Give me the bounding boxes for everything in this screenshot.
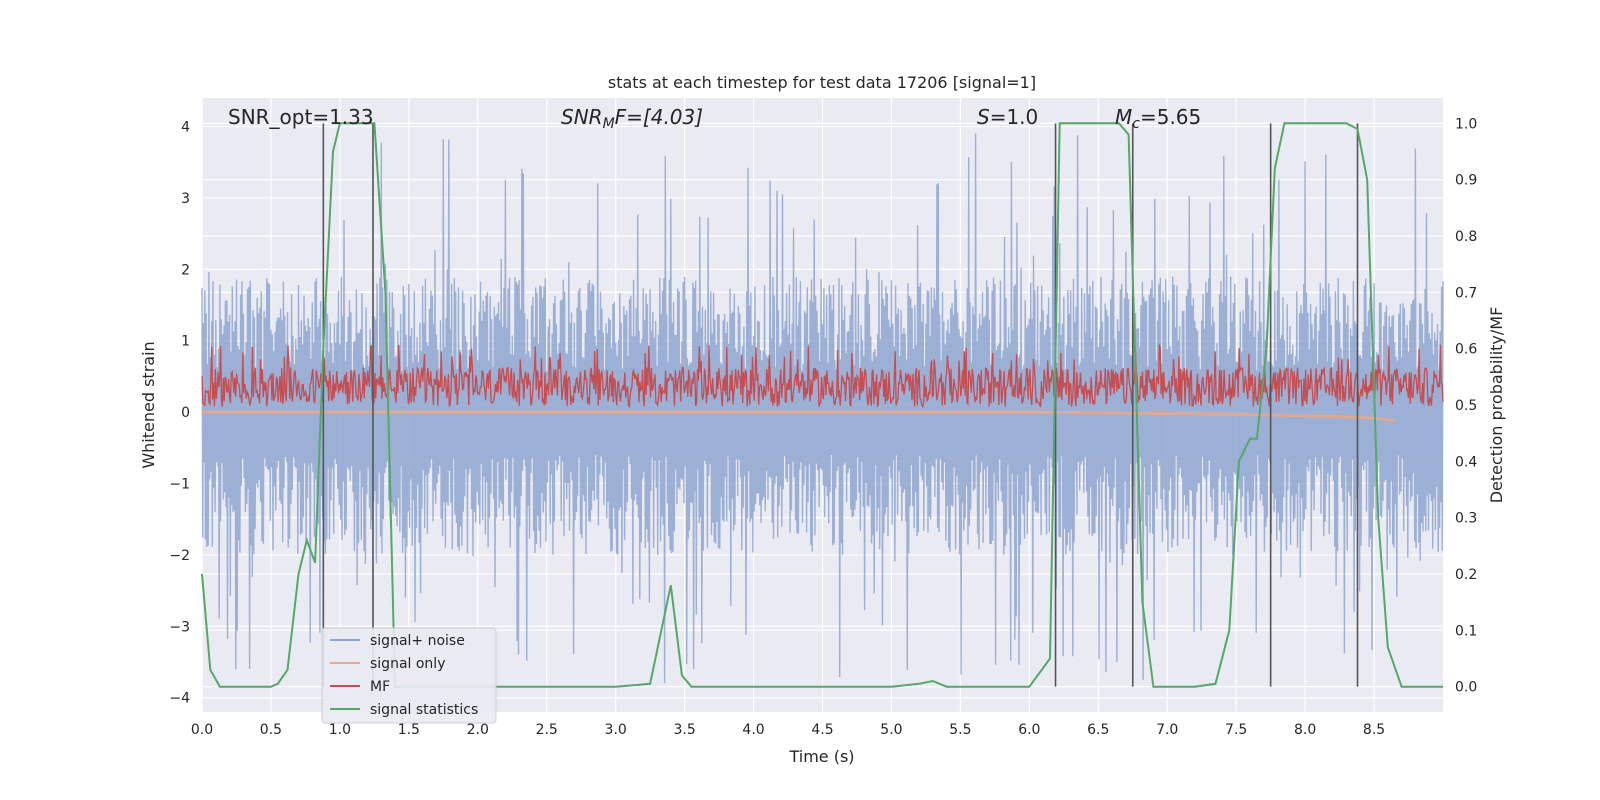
y-right-tick-label: 0.0 — [1455, 680, 1477, 696]
x-tick-label: 2.5 — [536, 722, 558, 738]
y-right-tick-label: 0.1 — [1455, 623, 1477, 639]
annotation-snr-mf: SNRMF=[4.03] — [561, 105, 703, 132]
y-right-tick-label: 1.0 — [1455, 116, 1477, 132]
annotation-s: S=1.0 — [977, 105, 1038, 129]
x-axis-label: Time (s) — [788, 747, 854, 766]
signal-only-series — [202, 410, 1395, 423]
signal-statistics-series — [201, 122, 1443, 688]
annotation-mc-label: M — [1115, 105, 1132, 129]
annotation-s-label: S — [977, 105, 990, 129]
mf-series — [201, 343, 1444, 409]
legend: signal+ noise signal only MF signal stat… — [321, 627, 497, 724]
x-tick-label: 0.5 — [260, 722, 282, 738]
signal-noise-line — [201, 133, 1444, 684]
y-right-tick-label: 0.9 — [1455, 173, 1477, 189]
legend-label-signal-statistics: signal statistics — [370, 702, 478, 718]
y-left-tick-label: 1 — [181, 334, 190, 350]
y-right-tick-label: 0.2 — [1455, 567, 1477, 583]
annotation-snr-opt: SNR_opt=1.33 — [228, 105, 374, 129]
annotation-s-value: =1.0 — [990, 105, 1039, 129]
y-right-tick-label: 0.4 — [1455, 454, 1477, 470]
y-left-tick-label: 3 — [181, 191, 190, 207]
x-tick-label: 7.5 — [1225, 722, 1247, 738]
x-tick-label: 1.0 — [329, 722, 351, 738]
chart-title: stats at each timestep for test data 172… — [608, 73, 1036, 92]
x-tick-label: 1.5 — [398, 722, 420, 738]
x-tick-label: 6.5 — [1087, 722, 1109, 738]
annotation-snr-mf-label: SNR — [561, 105, 603, 129]
annotation-snr-mf-sub: M — [603, 116, 615, 132]
legend-label-signal-only: signal only — [370, 656, 445, 672]
y-left-tick-label: −4 — [169, 691, 190, 707]
x-tick-label: 7.0 — [1156, 722, 1178, 738]
y-left-tick-label: −3 — [169, 619, 190, 635]
y-right-tick-label: 0.8 — [1455, 229, 1477, 245]
signal-only-line — [202, 410, 1395, 423]
mf-line — [201, 343, 1444, 409]
x-tick-label: 8.0 — [1294, 722, 1316, 738]
y-right-tick-label: 0.6 — [1455, 342, 1477, 358]
y-left-tick-label: 2 — [181, 262, 190, 278]
y-left-tick-label: 0 — [181, 405, 190, 421]
annotation-snr-mf-value: F=[4.03] — [615, 105, 703, 129]
legend-label-signal-noise: signal+ noise — [370, 633, 465, 649]
annotation-mc: Mc=5.65 — [1115, 105, 1201, 132]
y-right-tick-label: 0.7 — [1455, 285, 1477, 301]
y-left-tick-label: 4 — [181, 120, 190, 136]
y-right-tick-label: 0.5 — [1455, 398, 1477, 414]
x-tick-label: 6.0 — [1018, 722, 1040, 738]
x-tick-label: 5.5 — [949, 722, 971, 738]
x-tick-label: 4.0 — [742, 722, 764, 738]
x-tick-label: 3.5 — [673, 722, 695, 738]
annotation-mc-sub: c — [1132, 116, 1140, 132]
y-left-tick-label: −1 — [169, 477, 190, 493]
y-axis-left-ticks: 4 3 2 1 0 −1 −2 −3 −4 — [169, 120, 190, 707]
x-tick-label: 3.0 — [605, 722, 627, 738]
y-axis-right-label: Detection probability/MF — [1487, 307, 1506, 504]
signal-noise-series — [201, 133, 1444, 684]
y-axis-right-ticks: 1.0 0.9 0.8 0.7 0.6 0.5 0.4 0.3 0.2 0.1 0.0 — [1455, 116, 1477, 695]
signal-statistics-line — [201, 122, 1443, 688]
x-tick-label: 8.5 — [1363, 722, 1385, 738]
y-right-tick-label: 0.3 — [1455, 511, 1477, 527]
x-tick-label: 4.5 — [811, 722, 833, 738]
legend-label-mf: MF — [370, 679, 390, 695]
y-left-tick-label: −2 — [169, 548, 190, 564]
y-axis-left-label: Whitened strain — [139, 341, 158, 468]
x-tick-label: 2.0 — [467, 722, 489, 738]
x-tick-label: 0.0 — [191, 722, 213, 738]
annotation-mc-value: =5.65 — [1140, 105, 1201, 129]
x-tick-label: 5.0 — [880, 722, 902, 738]
x-axis-ticks: 0.0 0.5 1.0 1.5 2.0 2.5 3.0 3.5 4.0 4.5 5.0 5.5 6.0 6… — [191, 722, 1385, 738]
legend-box — [321, 627, 497, 724]
